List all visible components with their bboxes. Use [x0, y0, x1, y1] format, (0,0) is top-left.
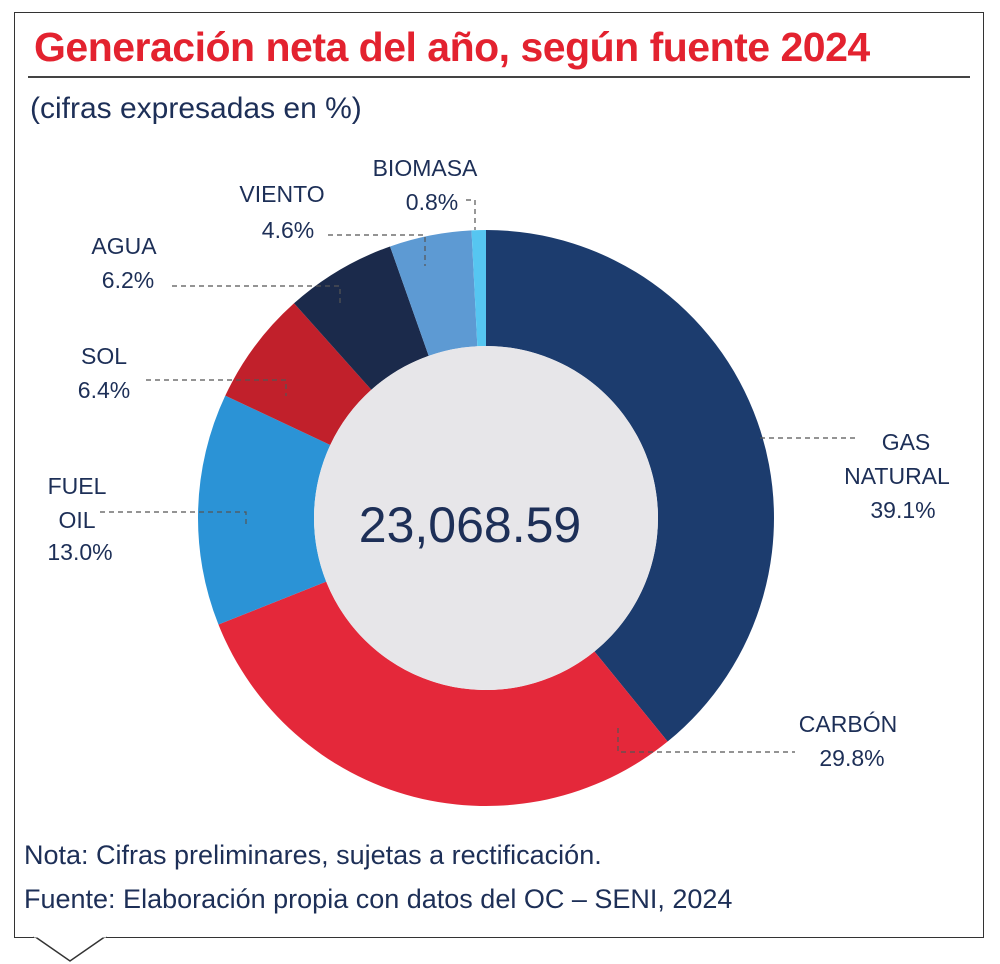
- value-label-biomasa: 0.8%: [406, 189, 458, 215]
- chart-title: Generación neta del año, según fuente 20…: [34, 24, 870, 70]
- slice-fuel-oil: [197, 395, 331, 625]
- value-label-viento: 4.6%: [262, 217, 314, 243]
- footnote-note: Nota: Cifras preliminares, sujetas a rec…: [24, 840, 602, 870]
- label-agua: AGUA: [91, 233, 157, 259]
- value-label-agua: 6.2%: [102, 267, 154, 293]
- label-viento: VIENTO: [239, 181, 324, 207]
- leader-viento: [328, 234, 426, 266]
- slice-agua: [294, 246, 429, 390]
- donut-slices: [197, 230, 774, 806]
- chart-subtitle: (cifras expresadas en %): [30, 92, 362, 125]
- leader-sol: [146, 379, 287, 396]
- leader-biomasa: [466, 199, 476, 230]
- value-label-gas-natural: 39.1%: [870, 497, 935, 523]
- label-biomasa: BIOMASA: [373, 155, 478, 181]
- leader-agua: [172, 285, 341, 306]
- label-sol: SOL: [81, 343, 127, 369]
- callout-pointer: [33, 936, 107, 962]
- value-label-fuel-oil: 13.0%: [47, 539, 112, 565]
- slice-sol: [225, 303, 372, 445]
- slice-gas-natural: [486, 230, 774, 742]
- title-divider: [28, 76, 970, 78]
- leader-lines: [100, 199, 855, 753]
- label-carb-n: CARBÓN: [799, 711, 897, 737]
- label-gas-natural: GAS NATURAL: [844, 429, 950, 489]
- donut-hole: [314, 346, 658, 690]
- slice-labels: GAS NATURAL 39.1% CARBÓN 29.8% FUEL OIL 13.0% SO…: [47, 155, 950, 771]
- value-label-carb-n: 29.8%: [819, 745, 884, 771]
- slice-viento: [390, 230, 478, 356]
- leader-fuel-oil: [100, 511, 247, 528]
- slice-biomasa: [471, 230, 486, 347]
- label-fuel-oil: FUEL OIL: [48, 473, 107, 533]
- value-label-sol: 6.4%: [78, 377, 130, 403]
- center-value: 23,068.59: [359, 497, 581, 553]
- footnote-source: Fuente: Elaboración propia con datos del…: [24, 884, 733, 914]
- slice-carb-n: [218, 581, 668, 806]
